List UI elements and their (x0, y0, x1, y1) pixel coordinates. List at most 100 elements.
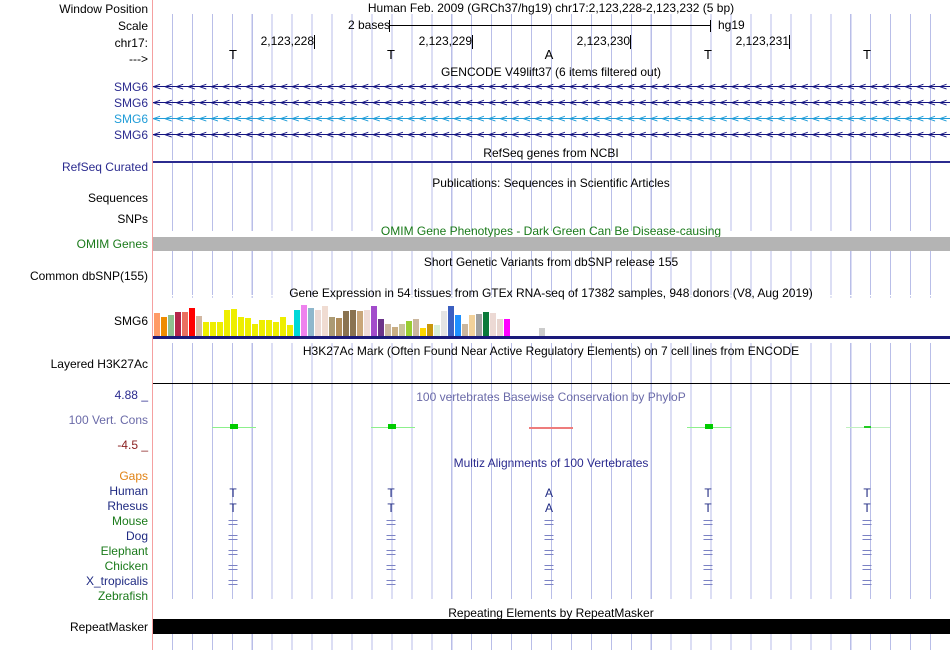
gtex-bar[interactable] (525, 310, 531, 336)
gtex-bar[interactable] (413, 319, 419, 336)
gtex-bar[interactable] (238, 317, 244, 336)
label-100-vert-cons[interactable]: 100 Vert. Cons (68, 413, 148, 427)
label-repeatmasker[interactable]: RepeatMasker (69, 620, 148, 634)
gtex-bar-chart[interactable] (152, 296, 950, 336)
label-pubs-sequences[interactable]: Sequences (87, 191, 148, 205)
label-gencode-smg6-3[interactable]: SMG6 (113, 112, 148, 126)
h3k27ac-center-title[interactable]: H3K27Ac Mark (Often Found Near Active Re… (302, 344, 800, 358)
gtex-bar[interactable] (462, 324, 468, 336)
gtex-bar[interactable] (280, 317, 286, 336)
gtex-bar[interactable] (490, 313, 496, 336)
phylop-center-title[interactable]: 100 vertebrates Basewise Conservation by… (416, 390, 686, 404)
gtex-center-title[interactable]: Gene Expression in 54 tissues from GTEx … (289, 286, 813, 300)
base-sequence-row[interactable]: T T A T T (152, 47, 950, 65)
label-multiz-x-tropicalis[interactable]: X_tropicalis (85, 574, 148, 588)
label-gtex-smg6[interactable]: SMG6 (113, 314, 148, 328)
gencode-center-title[interactable]: GENCODE V49lift37 (6 items filtered out) (440, 65, 662, 79)
gtex-bar[interactable] (217, 322, 223, 336)
gtex-bar[interactable] (350, 310, 356, 336)
gencode-row-3[interactable]: <<<<<<<<<<<<<<<<<<<<<<<<<<<<<<<<<<<<<<<<… (152, 113, 950, 124)
gtex-bar[interactable] (385, 324, 391, 336)
gtex-bar[interactable] (154, 313, 160, 336)
gtex-bar[interactable] (245, 318, 251, 336)
gtex-bar[interactable] (497, 319, 503, 336)
gtex-bar[interactable] (231, 309, 237, 336)
omim-center-title[interactable]: OMIM Gene Phenotypes - Dark Green Can Be… (380, 224, 722, 238)
gtex-bar[interactable] (315, 310, 321, 336)
gtex-bar[interactable] (161, 317, 167, 336)
label-common-dbsnp[interactable]: Common dbSNP(155) (29, 269, 148, 283)
gtex-bar[interactable] (420, 328, 426, 336)
gtex-bar[interactable] (378, 319, 384, 336)
label-refseq-curated[interactable]: RefSeq Curated (61, 160, 148, 174)
label-layered-h3k27ac[interactable]: Layered H3K27Ac (50, 357, 148, 371)
gtex-bar[interactable] (504, 319, 510, 336)
gtex-bar[interactable] (308, 308, 314, 336)
gtex-bar[interactable] (539, 328, 545, 336)
ruler-numbers[interactable]: 2,123,228 2,123,229 2,123,230 2,123,231 (152, 34, 950, 52)
gtex-bar[interactable] (364, 310, 370, 336)
gtex-bar[interactable] (343, 311, 349, 336)
label-multiz-chicken[interactable]: Chicken (104, 559, 148, 573)
omim-gene-band[interactable] (152, 237, 950, 251)
gtex-bar[interactable] (273, 322, 279, 336)
label-multiz-human[interactable]: Human (109, 484, 148, 498)
gtex-bar[interactable] (203, 322, 209, 336)
label-gencode-smg6-4[interactable]: SMG6 (113, 128, 148, 142)
label-multiz-elephant[interactable]: Elephant (100, 544, 148, 558)
gtex-bar[interactable] (399, 324, 405, 336)
gtex-bar[interactable] (322, 306, 328, 336)
gtex-bar[interactable] (182, 312, 188, 336)
gtex-bar[interactable] (406, 321, 412, 336)
gtex-bar[interactable] (518, 305, 524, 336)
label-gencode-smg6-2[interactable]: SMG6 (113, 96, 148, 110)
gtex-bar[interactable] (210, 322, 216, 336)
gtex-bar[interactable] (448, 306, 454, 336)
gtex-bar[interactable] (175, 312, 181, 336)
label-multiz-zebrafish[interactable]: Zebrafish (97, 589, 148, 603)
gtex-bar[interactable] (392, 327, 398, 336)
track-data-column[interactable]: Human Feb. 2009 (GRCh37/hg19) chr17:2,12… (152, 0, 950, 650)
gtex-bar[interactable] (476, 314, 482, 336)
gtex-bar[interactable] (336, 318, 342, 336)
gtex-bar[interactable] (189, 308, 195, 336)
label-gencode-smg6-1[interactable]: SMG6 (113, 80, 148, 94)
gtex-bar[interactable] (224, 310, 230, 336)
label-multiz-gaps[interactable]: Gaps (119, 469, 148, 483)
gtex-bar[interactable] (196, 316, 202, 336)
repeatmasker-band[interactable] (152, 619, 950, 634)
gencode-row-2[interactable]: <<<<<<<<<<<<<<<<<<<<<<<<<<<<<<<<<<<<<<<<… (152, 97, 950, 108)
gtex-bar[interactable] (469, 315, 475, 336)
gencode-row-4[interactable]: <<<<<<<<<<<<<<<<<<<<<<<<<<<<<<<<<<<<<<<<… (152, 129, 950, 140)
label-multiz-dog[interactable]: Dog (125, 529, 148, 543)
gencode-row-1[interactable]: <<<<<<<<<<<<<<<<<<<<<<<<<<<<<<<<<<<<<<<<… (152, 81, 950, 92)
gtex-bar[interactable] (301, 305, 307, 336)
refseq-center-title[interactable]: RefSeq genes from NCBI (483, 146, 619, 160)
gtex-bar[interactable] (532, 309, 538, 336)
gtex-bar[interactable] (329, 317, 335, 336)
repeatmasker-center-title[interactable]: Repeating Elements by RepeatMasker (448, 606, 654, 620)
gtex-bar[interactable] (357, 311, 363, 336)
dbsnp-center-title[interactable]: Short Genetic Variants from dbSNP releas… (423, 255, 679, 269)
gtex-bar[interactable] (427, 324, 433, 336)
gtex-bar[interactable] (287, 325, 293, 336)
label-multiz-mouse[interactable]: Mouse (111, 514, 148, 528)
gtex-bar[interactable] (168, 315, 174, 336)
label-pubs-snps[interactable]: SNPs (117, 212, 148, 226)
gtex-bar[interactable] (434, 325, 440, 336)
label-multiz-rhesus[interactable]: Rhesus (107, 499, 148, 513)
phylop-plot[interactable] (152, 405, 950, 443)
gtex-bar[interactable] (483, 312, 489, 336)
multiz-center-title[interactable]: Multiz Alignments of 100 Vertebrates (453, 456, 649, 470)
gtex-bar[interactable] (455, 315, 461, 336)
refseq-line[interactable] (152, 161, 950, 163)
gtex-bar[interactable] (441, 311, 447, 336)
gtex-bar[interactable] (252, 324, 258, 336)
publications-center-title[interactable]: Publications: Sequences in Scientific Ar… (432, 176, 670, 190)
gtex-bar[interactable] (511, 320, 517, 336)
label-omim-genes[interactable]: OMIM Genes (76, 237, 148, 251)
gtex-bar[interactable] (294, 310, 300, 336)
gtex-bar[interactable] (371, 306, 377, 336)
